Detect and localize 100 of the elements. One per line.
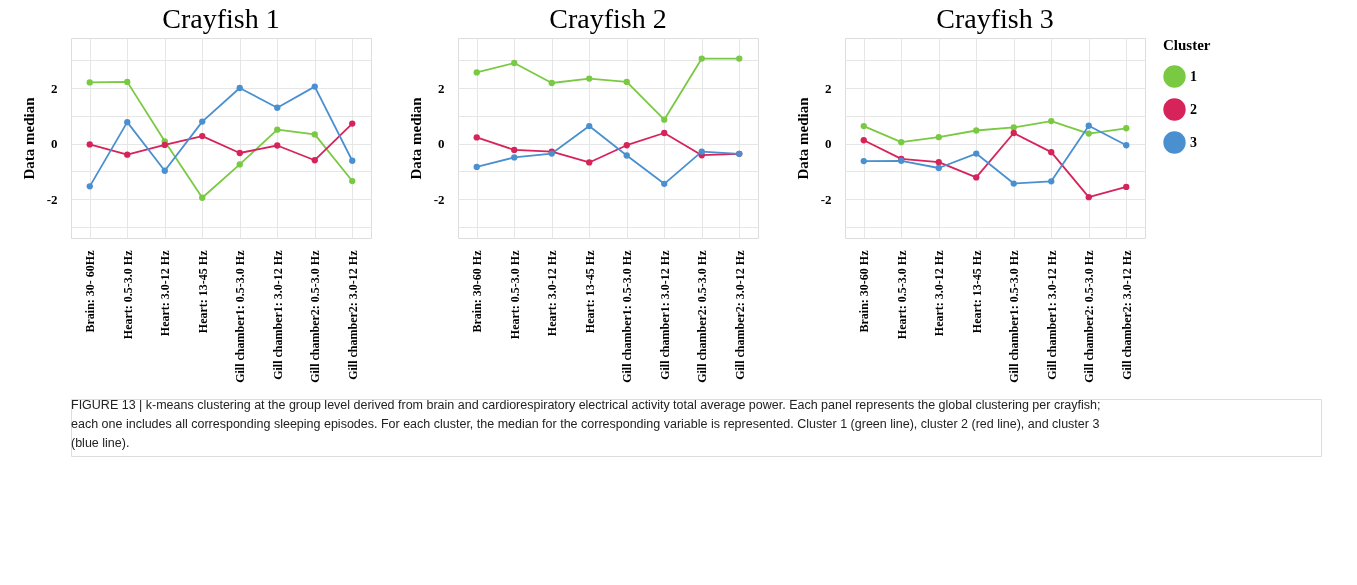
point [473, 134, 480, 141]
point [1048, 149, 1055, 156]
point [473, 163, 480, 171]
point [511, 154, 518, 161]
point [1123, 125, 1130, 132]
point [860, 122, 867, 130]
point [586, 122, 593, 130]
chart-title: Crayfish 1 [162, 3, 280, 34]
x-tick-label: Gill chamber1: 0.5-3.0 Hz [233, 249, 248, 383]
point [973, 150, 980, 157]
point [161, 167, 168, 174]
point [1048, 178, 1055, 185]
x-tick-label: Gill chamber1: 3.0-12 Hz [1044, 249, 1059, 380]
point [199, 118, 206, 125]
point [311, 83, 318, 90]
x-tick-label: Gill chamber2: 3.0-12 Hz [345, 249, 360, 380]
point [1085, 130, 1092, 137]
point [349, 120, 356, 127]
point [511, 59, 518, 67]
y-tick-label: 0 [51, 136, 58, 152]
point [736, 55, 743, 62]
legend-title: Cluster [1163, 37, 1211, 53]
point [548, 79, 555, 87]
legend-label: 3 [1190, 134, 1197, 150]
y-tick-label: -2 [820, 191, 832, 207]
point [349, 157, 356, 164]
x-tick-label: Brain: 30- 60Hz [83, 249, 98, 333]
point [1048, 117, 1055, 125]
point [860, 157, 867, 165]
point [1010, 129, 1017, 137]
point [1123, 183, 1130, 191]
point [311, 131, 318, 138]
point [86, 79, 93, 86]
x-tick-label: Heart: 3.0-12 Hz [158, 249, 173, 337]
point [698, 148, 705, 155]
y-tick-label: 0 [438, 136, 445, 152]
point [311, 157, 318, 164]
x-tick-label: Gill chamber2: 3.0-12 Hz [1119, 249, 1134, 380]
chart-title: Crayfish 3 [936, 3, 1054, 34]
point [623, 142, 630, 149]
point [86, 183, 93, 190]
legend-label: 1 [1190, 68, 1197, 84]
x-tick-label: Gill chamber1: 0.5-3.0 Hz [620, 249, 635, 383]
point [661, 116, 668, 123]
point [274, 142, 281, 149]
x-tick-label: Gill chamber2: 3.0-12 Hz [732, 249, 747, 380]
x-tick-label: Brain: 30-60 Hz [470, 249, 485, 333]
y-tick-label: -2 [46, 191, 58, 207]
point [1085, 122, 1092, 129]
x-tick-label: Brain: 30-60 Hz [857, 249, 872, 333]
chart-title: Crayfish 2 [549, 3, 667, 34]
point [860, 137, 867, 144]
x-tick-label: Gill chamber2: 0.5-3.0 Hz [695, 249, 710, 383]
point [661, 129, 668, 137]
point [1123, 142, 1130, 149]
point [898, 139, 905, 146]
point [973, 174, 980, 181]
point [236, 84, 243, 92]
point [86, 141, 93, 148]
point [935, 159, 942, 166]
point [124, 151, 131, 158]
point [973, 127, 980, 134]
point [586, 75, 593, 82]
caption: FIGURE 13 | k-means clustering at the group level derived from brain and cardiorespiratory electrical activity total average power. Each panel represents the global clustering per crayfish; each one includes all corresponding sleeping episodes. For each cluster, the median for the corresponding variable is represented. Cluster 1 (green line), cluster 2 (red line), and cluster 3 (blue line). [71, 398, 1101, 450]
point [698, 55, 705, 62]
x-tick-label: Heart: 3.0-12 Hz [545, 249, 560, 337]
point [511, 146, 518, 154]
point [586, 159, 593, 166]
x-tick-label: Heart: 13-45 Hz [195, 249, 210, 334]
point [199, 132, 206, 140]
point [935, 134, 942, 141]
legend-label: 2 [1190, 101, 1197, 117]
point [236, 149, 243, 157]
point [935, 164, 942, 172]
point [1010, 124, 1017, 131]
y-tick-label: 2 [438, 80, 445, 96]
y-tick-label: 2 [51, 80, 58, 96]
point [349, 177, 356, 185]
point [274, 126, 281, 133]
x-tick-label: Gill chamber1: 3.0-12 Hz [657, 249, 672, 380]
x-tick-label: Heart: 0.5-3.0 Hz [120, 249, 135, 340]
point [124, 78, 131, 86]
x-tick-label: Gill chamber2: 0.5-3.0 Hz [1082, 249, 1097, 383]
point [274, 104, 281, 111]
point [199, 194, 206, 201]
x-tick-label: Heart: 0.5-3.0 Hz [894, 249, 909, 340]
y-tick-label: 0 [825, 136, 832, 152]
x-tick-label: Gill chamber1: 0.5-3.0 Hz [1007, 249, 1022, 383]
x-tick-label: Heart: 3.0-12 Hz [932, 249, 947, 337]
y-axis-title: Data median [20, 96, 37, 180]
point [1085, 194, 1092, 201]
point [661, 180, 668, 187]
point [236, 161, 243, 168]
y-axis-title: Data median [794, 96, 811, 180]
point [124, 119, 131, 126]
point [161, 141, 168, 149]
x-tick-label: Heart: 13-45 Hz [969, 249, 984, 334]
point [623, 152, 630, 159]
point [623, 78, 630, 86]
y-tick-label: 2 [825, 80, 832, 96]
